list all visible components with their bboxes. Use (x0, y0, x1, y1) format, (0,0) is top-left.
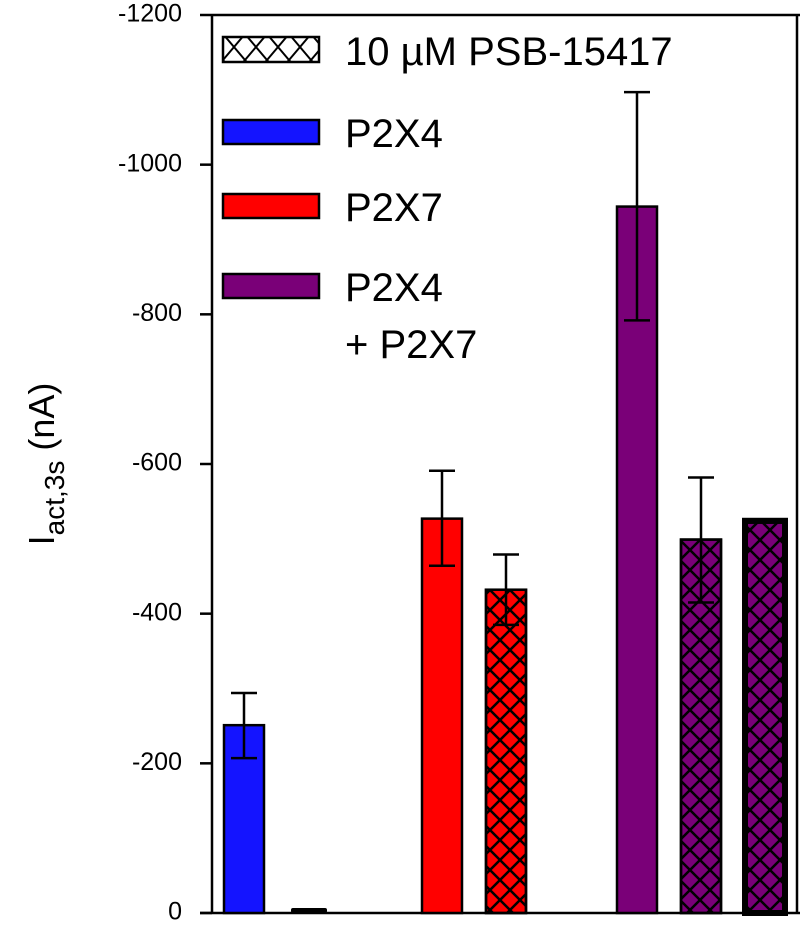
legend-label-p2x7: P2X7 (345, 186, 443, 230)
svg-text:Iact,3s (nA): Iact,3s (nA) (21, 383, 70, 546)
bar (615, 205, 659, 915)
y-label-unit: (nA) (21, 383, 62, 451)
legend-item-p2x4-p2x7: P2X4 + P2X7 (221, 266, 477, 367)
legend-swatch-p2x7 (221, 192, 321, 220)
legend-swatch-crosshatch (221, 35, 321, 64)
legend: 10 µM PSB-15417 P2X4 P2X7 P2X4 + P2X7 (221, 30, 673, 367)
y-tick-label: -400 (132, 598, 182, 626)
y-tick-label: -200 (132, 748, 182, 776)
bar-hatch (742, 517, 788, 917)
y-tick-label: 0 (168, 898, 182, 925)
y-axis-label: Iact,3s (nA) (21, 383, 70, 546)
y-tick-label: -800 (132, 299, 182, 327)
legend-item-p2x4: P2X4 (221, 112, 443, 156)
bar (291, 908, 327, 913)
y-axis-ticks: 0 -200 -400 -600 -800 -1000 -1200 (118, 0, 212, 925)
legend-label-p2x4-p2x7-line2: + P2X7 (345, 323, 477, 367)
y-label-main: I (21, 535, 62, 545)
bar-hatch (484, 588, 528, 915)
y-tick-label: -1200 (118, 0, 182, 28)
y-tick-label: -600 (132, 449, 182, 477)
legend-swatch-p2x4 (221, 118, 321, 146)
error-bars (231, 90, 714, 760)
legend-item-p2x7: P2X7 (221, 186, 443, 230)
bars (222, 205, 788, 917)
y-tick-label: -1000 (118, 149, 182, 177)
y-label-subscript: act,3s (39, 461, 70, 536)
legend-label-p2x4: P2X4 (345, 112, 443, 156)
bar (420, 517, 464, 915)
legend-label-psb15417: 10 µM PSB-15417 (345, 30, 673, 74)
legend-label-p2x4-p2x7-line1: P2X4 (345, 266, 443, 310)
legend-swatch-p2x4-p2x7 (221, 272, 321, 300)
legend-item-psb15417: 10 µM PSB-15417 (221, 30, 673, 74)
